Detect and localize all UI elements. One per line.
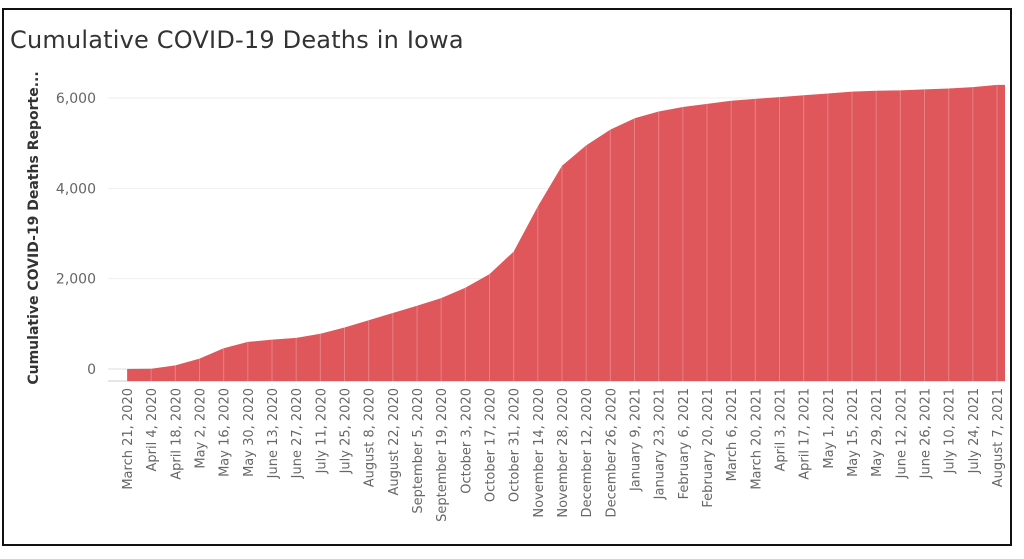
x-tick-label: July 25, 2020 — [339, 388, 354, 474]
x-tick-label: November 28, 2020 — [556, 388, 571, 518]
x-tick-label: September 19, 2020 — [435, 388, 450, 522]
x-tick-label: January 9, 2021 — [629, 388, 644, 492]
x-tick-label: May 30, 2020 — [242, 388, 257, 477]
area-series — [127, 84, 1005, 382]
x-tick-label: June 27, 2020 — [290, 388, 305, 479]
y-tick-labels: 0 2,000 4,000 6,000 — [56, 91, 96, 378]
x-tick-label: April 17, 2021 — [798, 388, 813, 480]
x-tick-label: March 20, 2021 — [749, 388, 764, 490]
x-tick-label: October 17, 2020 — [484, 388, 499, 502]
x-tick-label: December 26, 2020 — [604, 388, 619, 517]
x-tick-label: May 1, 2021 — [822, 388, 837, 469]
x-tick-label: December 12, 2020 — [580, 388, 595, 517]
x-tick-label: June 26, 2021 — [919, 388, 934, 479]
x-tick-label: February 6, 2021 — [677, 388, 692, 499]
x-tick-label: May 2, 2020 — [194, 388, 209, 469]
y-tick-label: 4,000 — [56, 181, 96, 197]
x-tick-label: July 11, 2020 — [314, 388, 329, 474]
x-tick-label: April 4, 2020 — [145, 388, 160, 471]
y-tick-label: 2,000 — [56, 272, 96, 288]
x-tick-label: April 3, 2021 — [774, 388, 789, 471]
x-tick-label: July 10, 2021 — [943, 388, 958, 474]
x-tick-label: August 7, 2021 — [991, 388, 1006, 487]
x-tick-label: October 3, 2020 — [459, 388, 474, 494]
x-tick-label: February 20, 2021 — [701, 388, 716, 508]
x-tick-label: August 22, 2020 — [387, 388, 402, 496]
x-tick-label: October 31, 2020 — [508, 388, 523, 502]
x-tick-label: April 18, 2020 — [169, 388, 184, 480]
x-tick-label: August 8, 2020 — [363, 388, 378, 487]
area-layer — [126, 84, 1005, 382]
x-tick-label: May 15, 2021 — [846, 388, 861, 477]
x-tick-label: March 21, 2020 — [121, 388, 136, 490]
x-tick-label: July 24, 2021 — [967, 388, 982, 474]
frame-notch — [779, 10, 1009, 20]
x-tick-label: June 13, 2020 — [266, 388, 281, 479]
y-axis-label: Cumulative COVID-19 Deaths Reporte... — [26, 71, 42, 384]
y-tick-label: 0 — [87, 362, 96, 378]
x-tick-label: May 29, 2021 — [870, 388, 885, 477]
chart-title: Cumulative COVID-19 Deaths in Iowa — [10, 26, 464, 54]
y-tick-label: 6,000 — [56, 91, 96, 107]
x-tick-label: June 12, 2021 — [894, 388, 909, 479]
x-tick-label: November 14, 2020 — [532, 388, 547, 518]
x-tick-label: September 5, 2020 — [411, 388, 426, 514]
x-tick-labels: March 21, 2020 April 4, 2020 April 18, 202… — [121, 388, 1006, 522]
x-tick-label: May 16, 2020 — [218, 388, 233, 477]
x-tick-label: January 23, 2021 — [653, 388, 668, 500]
x-tick-label: March 6, 2021 — [725, 388, 740, 481]
